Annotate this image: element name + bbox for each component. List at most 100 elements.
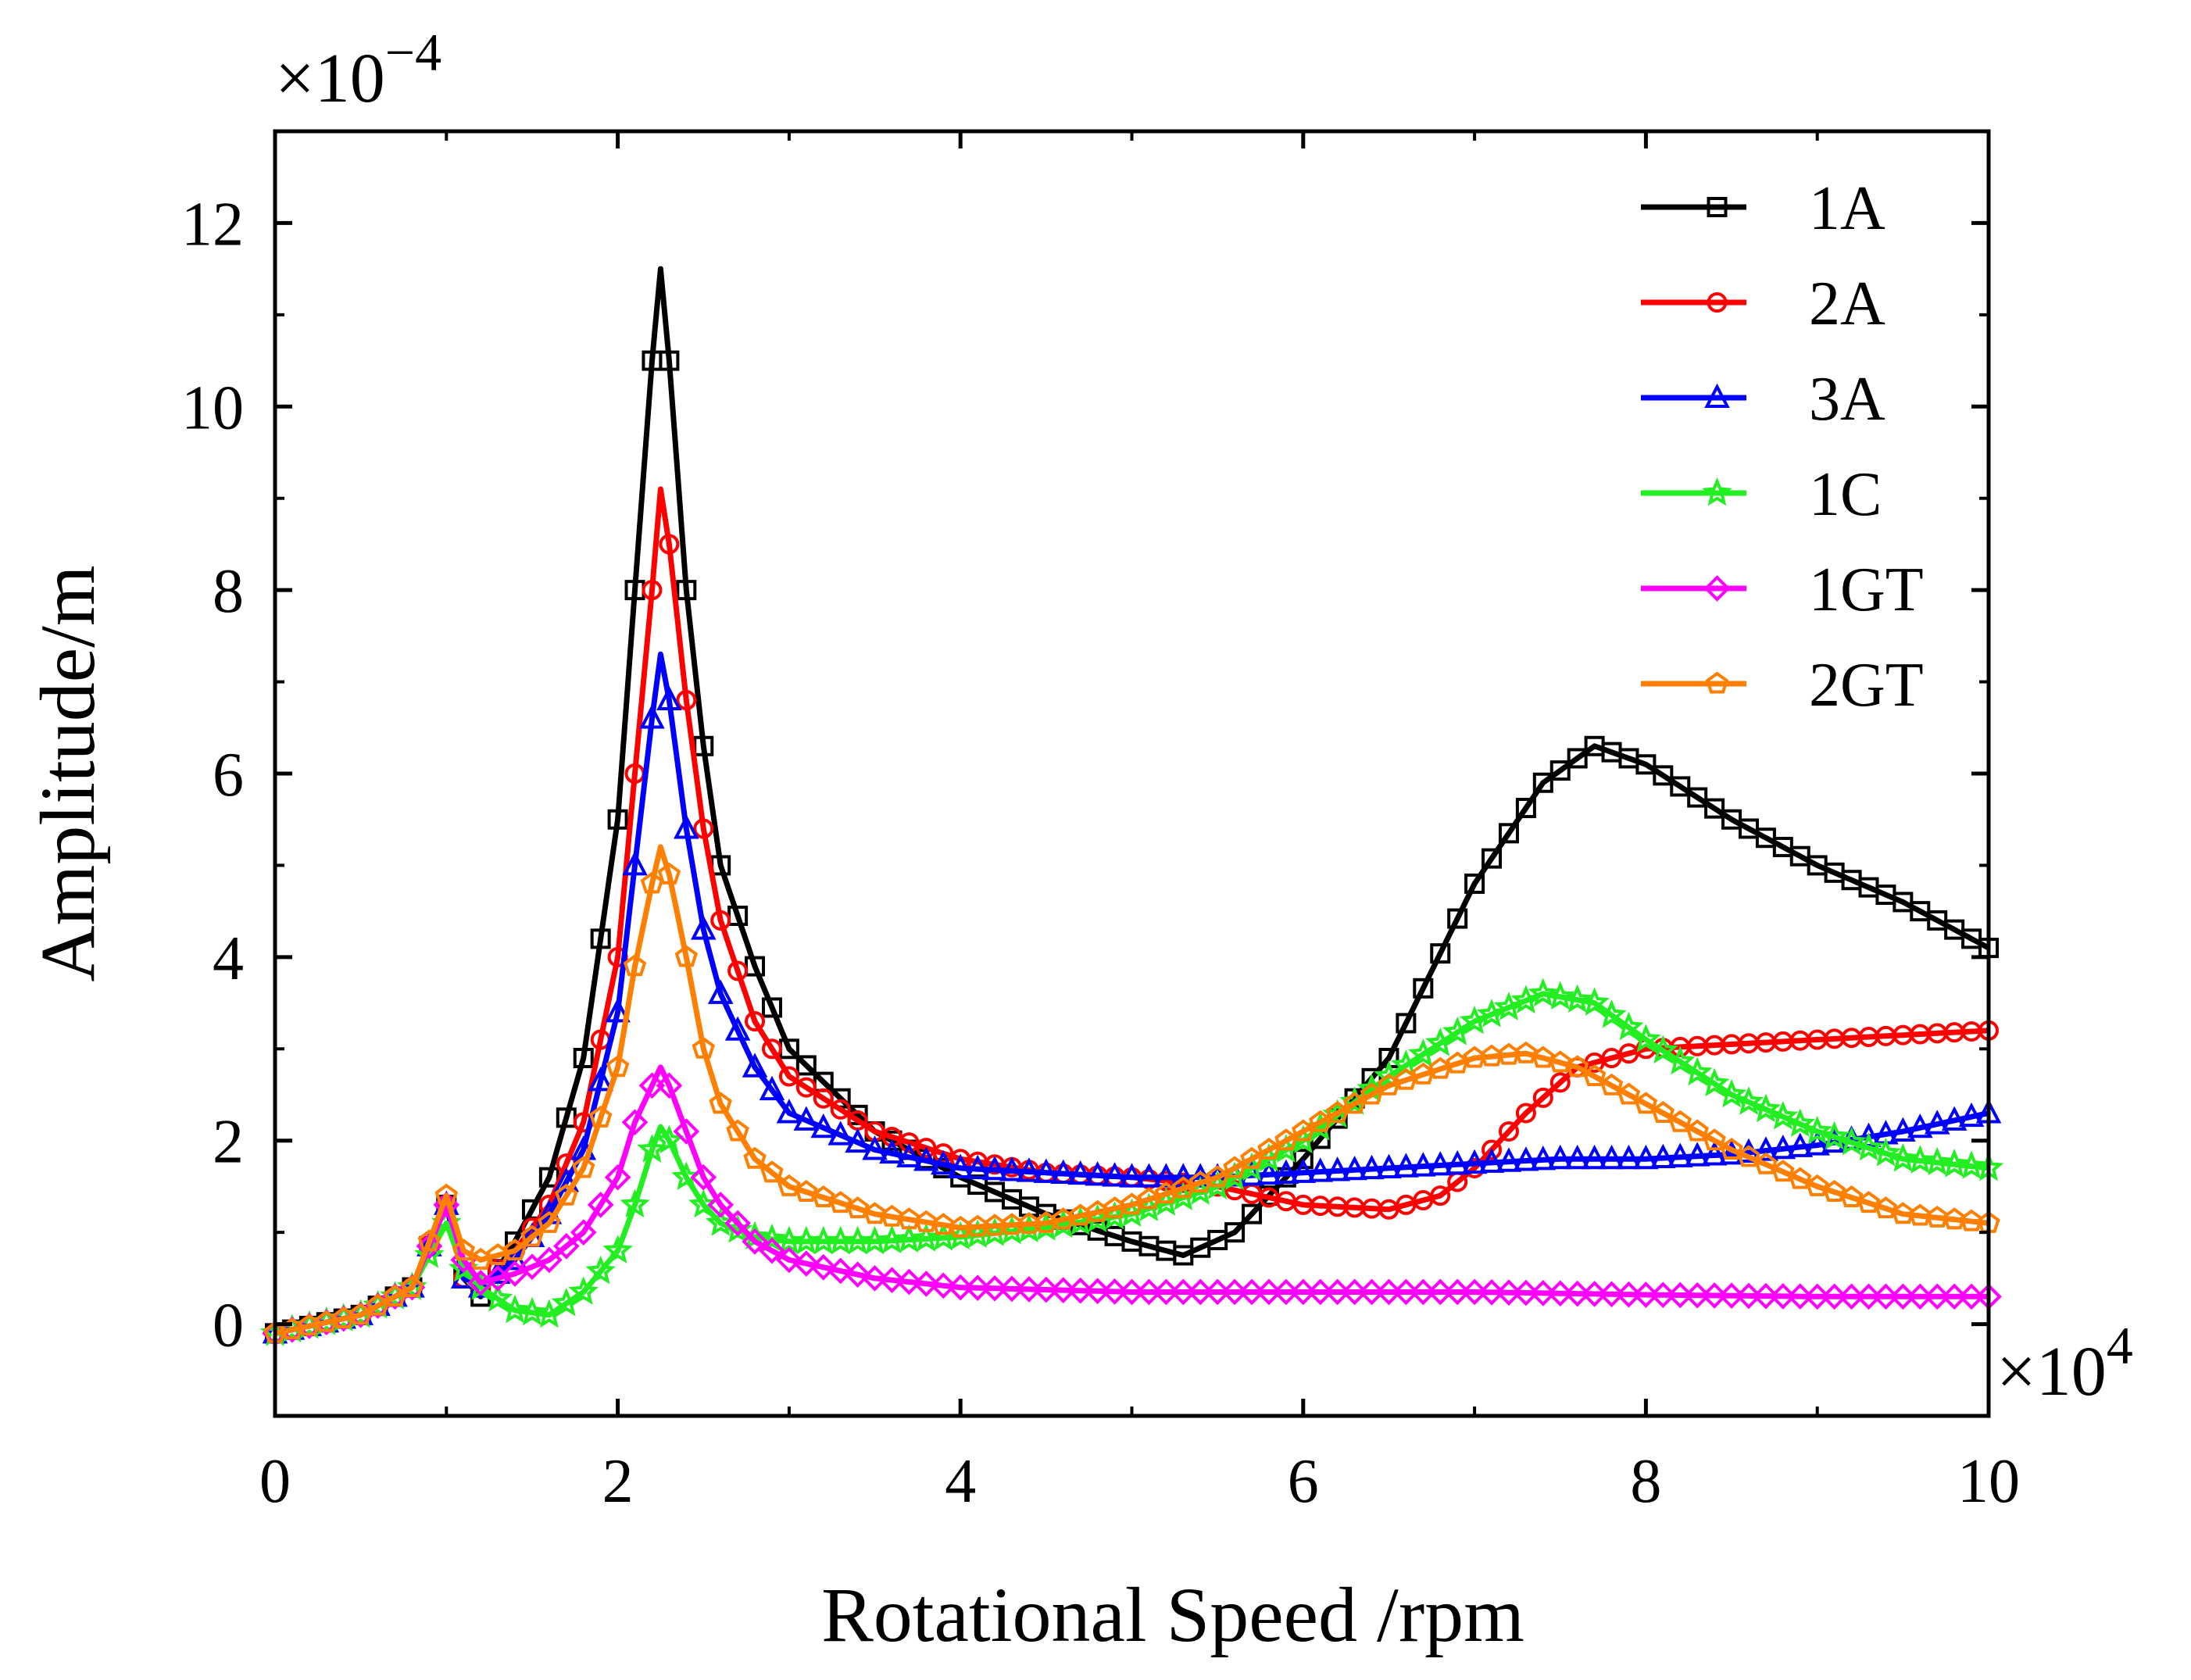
data-point-marker xyxy=(776,1099,802,1124)
y-tick-label: 0 xyxy=(213,1292,244,1360)
data-point-marker xyxy=(1718,1282,1745,1309)
data-point-marker xyxy=(1754,1152,1778,1174)
data-point-marker xyxy=(1342,1092,1367,1114)
data-point-marker xyxy=(659,350,680,371)
data-point-marker xyxy=(673,1118,700,1145)
data-point-marker xyxy=(1408,1038,1439,1067)
data-point-marker xyxy=(1257,1138,1281,1160)
legend-label: 1GT xyxy=(1809,556,1924,624)
x-tick-label: 0 xyxy=(259,1447,291,1516)
data-point-marker xyxy=(1670,776,1691,797)
data-point-marker xyxy=(1804,1131,1830,1156)
data-point-marker xyxy=(1396,1013,1417,1034)
data-point-marker xyxy=(1753,1282,1779,1310)
data-point-marker xyxy=(777,1174,801,1196)
data-point-marker xyxy=(1651,1101,1675,1123)
data-point-marker xyxy=(861,1265,888,1292)
data-point-marker xyxy=(1442,1016,1473,1046)
data-point-marker xyxy=(656,1072,683,1099)
data-point-marker xyxy=(621,1109,649,1136)
data-point-marker xyxy=(930,1272,957,1299)
data-point-marker xyxy=(916,1138,937,1159)
data-point-marker xyxy=(878,1267,906,1294)
legend-item-2A: 2A xyxy=(1641,270,1885,338)
data-point-marker xyxy=(1496,1147,1522,1172)
data-point-marker xyxy=(1615,1281,1642,1308)
data-point-marker xyxy=(1410,1152,1436,1177)
data-point-marker xyxy=(414,1239,445,1268)
data-point-marker xyxy=(1342,1155,1367,1181)
data-point-marker xyxy=(1273,1278,1299,1306)
data-point-marker xyxy=(573,1048,594,1069)
data-point-marker xyxy=(844,1261,871,1288)
data-point-marker xyxy=(659,534,680,555)
data-point-marker xyxy=(1924,1110,1950,1135)
data-point-marker xyxy=(742,1053,768,1078)
data-point-marker xyxy=(1853,1131,1884,1161)
data-point-marker xyxy=(1770,1134,1796,1160)
data-point-marker xyxy=(623,954,647,977)
data-point-marker xyxy=(1532,1046,1555,1068)
data-point-marker xyxy=(693,818,714,839)
data-point-marker xyxy=(1545,981,1575,1010)
data-point-marker xyxy=(690,1163,717,1191)
y-multiplier-base: ×10 xyxy=(275,40,385,117)
legend-item-2GT: 2GT xyxy=(1641,651,1924,720)
data-point-marker xyxy=(1635,754,1657,775)
x-multiplier-exponent: 4 xyxy=(2107,1316,2133,1375)
data-point-marker xyxy=(1921,1146,1953,1176)
data-point-marker xyxy=(657,862,681,885)
data-point-marker xyxy=(656,685,682,711)
data-point-marker xyxy=(585,1255,616,1285)
data-point-marker xyxy=(1819,1121,1850,1150)
data-point-marker xyxy=(1033,1158,1060,1183)
data-point-marker xyxy=(1425,1027,1456,1056)
legend: 1A 2A 3A 1C 1GT 2GT xyxy=(1641,174,1924,720)
data-point-marker xyxy=(1513,1146,1539,1171)
data-point-marker xyxy=(1564,1144,1590,1170)
data-point-marker xyxy=(1596,999,1627,1028)
data-point-marker xyxy=(896,1142,922,1167)
data-point-marker xyxy=(482,1283,513,1312)
data-point-marker xyxy=(1599,1073,1624,1096)
series-markers-1GT xyxy=(262,1072,2002,1347)
data-point-marker xyxy=(1704,798,1725,819)
data-point-marker xyxy=(1789,1167,1812,1189)
data-point-marker xyxy=(417,1229,441,1252)
data-point-marker xyxy=(1960,1209,1983,1231)
data-point-marker xyxy=(1101,1278,1128,1305)
data-point-marker xyxy=(1427,1278,1454,1306)
legend-marker xyxy=(1707,292,1728,313)
data-point-marker xyxy=(1170,1278,1197,1306)
data-point-marker xyxy=(1289,1278,1317,1306)
series-1GT xyxy=(262,1064,2002,1347)
data-point-marker xyxy=(1118,1278,1146,1306)
data-point-marker xyxy=(1447,908,1468,929)
data-point-marker xyxy=(947,1274,974,1301)
data-point-marker xyxy=(1478,1278,1505,1306)
x-tick-label: 8 xyxy=(1630,1447,1661,1516)
data-point-marker xyxy=(1016,1157,1042,1182)
data-point-marker xyxy=(1599,1144,1624,1170)
data-point-marker xyxy=(710,910,731,931)
data-point-marker xyxy=(913,1271,940,1297)
data-point-marker xyxy=(1888,1142,1918,1172)
data-point-marker xyxy=(1135,1278,1163,1306)
data-point-marker xyxy=(981,1274,1008,1302)
legend-label: 1C xyxy=(1809,460,1882,529)
data-point-marker xyxy=(1476,999,1507,1028)
data-point-marker xyxy=(1274,1128,1298,1151)
data-point-marker xyxy=(1802,1115,1832,1145)
data-point-marker xyxy=(1939,1148,1970,1178)
data-point-marker xyxy=(434,1183,459,1206)
data-point-marker xyxy=(743,1146,767,1169)
data-point-marker xyxy=(1498,823,1519,844)
data-point-marker xyxy=(830,1099,851,1120)
data-point-marker xyxy=(1871,1137,1901,1167)
data-point-marker xyxy=(1786,1283,1814,1310)
data-point-marker xyxy=(895,1268,923,1296)
data-point-marker xyxy=(1562,984,1592,1013)
data-point-marker xyxy=(604,1163,631,1191)
data-point-marker xyxy=(1187,1278,1214,1306)
